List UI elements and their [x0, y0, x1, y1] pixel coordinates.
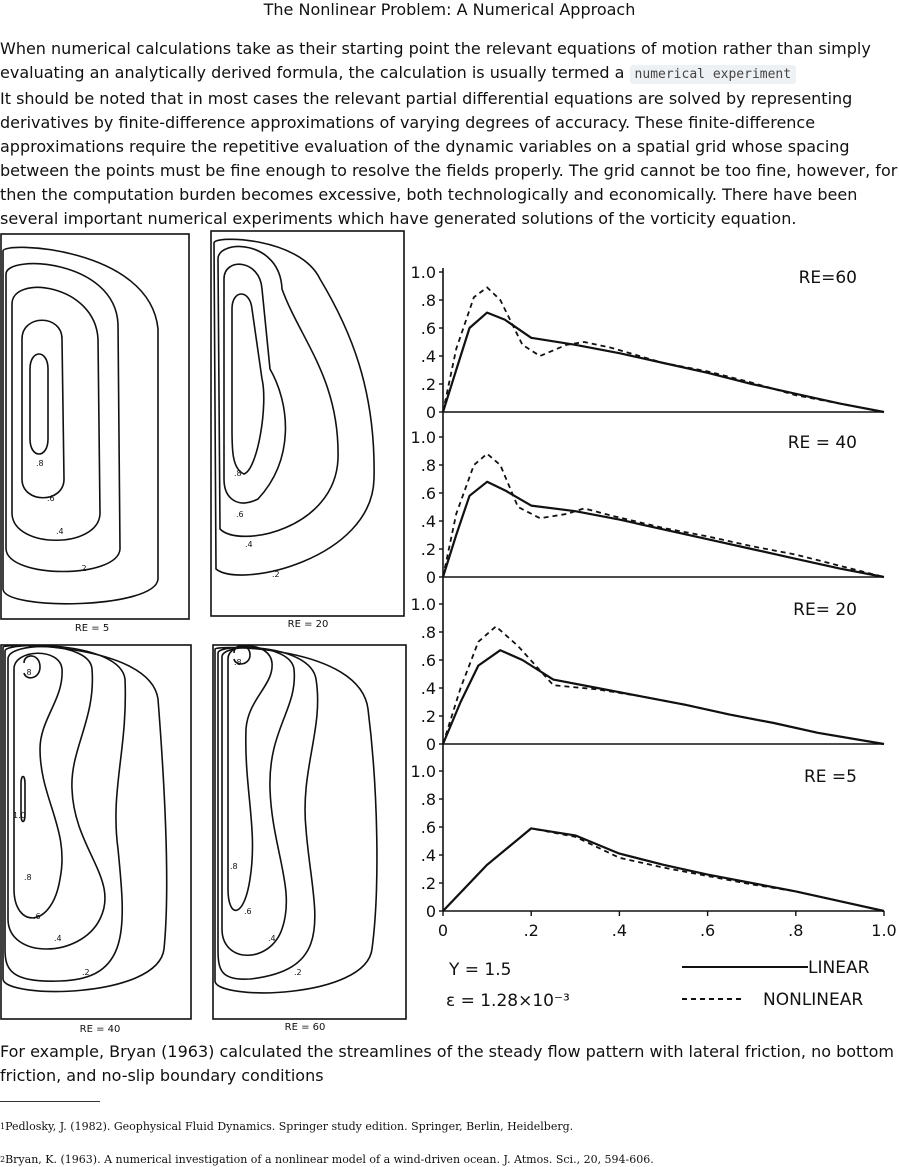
y-tick-label: 1.0	[411, 428, 436, 447]
streamline-panel-re20	[210, 230, 405, 617]
y-tick-label: .6	[421, 818, 436, 837]
contour-label: .2	[272, 570, 280, 579]
y-tick-label: .2	[421, 375, 436, 394]
contour-label: .4	[268, 934, 276, 943]
footnote-text: Pedlosky, J. (1982). Geophysical Fluid D…	[5, 1120, 574, 1133]
chart-panel-label: RE=60	[799, 268, 857, 288]
contour-label: .8	[234, 658, 242, 667]
footnote-marker: 2	[0, 1155, 6, 1164]
contour-label: .6	[244, 907, 252, 916]
page-title: The Nonlinear Problem: A Numerical Appro…	[263, 0, 636, 19]
y-tick-label: .6	[421, 319, 436, 338]
nonlinear-series-line	[442, 452, 885, 578]
y-tick-label: .8	[421, 623, 436, 642]
y-tick-label: .8	[421, 790, 436, 809]
y-tick-label: .4	[421, 679, 436, 698]
figure: .8 .6 .4 .2 .8 .6 .4 .2 .8 1.0 .8 .6 .4 …	[0, 229, 899, 1035]
linear-series-line	[441, 649, 885, 746]
chart-legend: Y = 1.5 ε = 1.28×10⁻³ LINEAR NONLINEAR	[446, 958, 870, 1011]
panel-label-re60: RE = 60	[285, 1022, 326, 1033]
y-tick-label: 0	[426, 735, 436, 754]
contour-label: .6	[47, 494, 55, 503]
contour-label: .2	[82, 968, 90, 977]
x-tick-label: .4	[612, 921, 627, 940]
y-tick-label: .6	[421, 484, 436, 503]
intro-text-continued: It should be noted that in most cases th…	[0, 89, 898, 228]
intro-text: When numerical calculations take as thei…	[0, 39, 871, 82]
contour-label: .4	[54, 934, 62, 943]
y-tick-label: 0	[426, 902, 436, 921]
x-tick-label: .8	[788, 921, 803, 940]
x-tick-label: 1.0	[871, 921, 896, 940]
footnote-1: 1Pedlosky, J. (1982). Geophysical Fluid …	[0, 1120, 573, 1134]
contour-label: .8	[36, 459, 44, 468]
streamline-panel-re40	[0, 644, 192, 1020]
panel-label-re20: RE = 20	[288, 619, 329, 630]
contour-label: .4	[56, 527, 64, 536]
footnote-text: Bryan, K. (1963). A numerical investigat…	[5, 1153, 654, 1166]
streamlines-re5	[2, 246, 159, 605]
x-tick-label: 0	[438, 921, 448, 940]
contour-label: .8	[24, 873, 32, 882]
contour-label: .8	[230, 862, 238, 871]
nonlinear-series-line	[442, 827, 885, 912]
linear-series-line	[441, 480, 885, 579]
y-tick-label: 1.0	[411, 762, 436, 781]
x-tick-label: .2	[524, 921, 539, 940]
legend-nonlinear-label: NONLINEAR	[763, 990, 863, 1010]
y-tick-label: 0	[426, 403, 436, 422]
contour-label: .6	[33, 912, 41, 921]
intro-paragraph: When numerical calculations take as thei…	[0, 37, 899, 231]
contour-label: .6	[236, 510, 244, 519]
contour-label: .4	[245, 540, 253, 549]
y-tick-label: 0	[426, 568, 436, 587]
panel-label-re5: RE = 5	[75, 623, 109, 634]
streamline-panel-re5	[0, 233, 190, 620]
y-tick-label: .2	[421, 874, 436, 893]
streamline-panel-re60	[212, 644, 407, 1020]
legend-epsilon-label: ε = 1.28×10⁻³	[446, 991, 570, 1011]
nonlinear-series-line	[442, 625, 885, 745]
figure-svg: .8 .6 .4 .2 .8 .6 .4 .2 .8 1.0 .8 .6 .4 …	[0, 230, 897, 1035]
inline-code: numerical experiment	[629, 65, 797, 84]
footnote-marker: 1	[0, 1122, 6, 1131]
velocity-profile-chart: 0 .2 .4 .6 .8 1.0 RE=60 0 .2 .4 .6 .8 1.0 RE = 40 0 .2.…	[411, 263, 897, 940]
contour-label: .8	[24, 668, 32, 677]
y-tick-label: 1.0	[411, 263, 436, 282]
chart-panel-label: RE= 20	[793, 600, 857, 620]
y-tick-label: .4	[421, 347, 436, 366]
y-tick-label: .8	[421, 291, 436, 310]
footnote-divider	[0, 1101, 100, 1102]
y-tick-label: .6	[421, 651, 436, 670]
streamlines-re40	[2, 644, 168, 993]
legend-linear-label: LINEAR	[808, 958, 870, 978]
streamlines-re60	[214, 644, 378, 994]
contour-label: .2	[294, 968, 302, 977]
y-tick-label: 1.0	[411, 595, 436, 614]
panel-label-re40: RE = 40	[80, 1024, 121, 1035]
y-tick-label: .4	[421, 512, 436, 531]
contour-label: 1.0	[13, 811, 26, 820]
contour-label: .8	[234, 469, 242, 478]
streamlines-re20	[213, 238, 375, 576]
contour-label: .2	[79, 564, 87, 573]
y-tick-label: .8	[421, 456, 436, 475]
body-paragraph: For example, Bryan (1963) calculated the…	[0, 1042, 894, 1085]
chart-panel-label: RE =5	[804, 767, 857, 787]
chart-panel-label: RE = 40	[788, 433, 857, 453]
legend-y-label: Y = 1.5	[448, 960, 511, 980]
y-tick-label: .2	[421, 707, 436, 726]
x-tick-label: .6	[700, 921, 715, 940]
nonlinear-series-line	[442, 286, 885, 413]
y-tick-label: .4	[421, 846, 436, 865]
footnote-2: 2Bryan, K. (1963). A numerical investiga…	[0, 1153, 654, 1167]
linear-series-line	[442, 827, 885, 913]
y-tick-label: .2	[421, 540, 436, 559]
